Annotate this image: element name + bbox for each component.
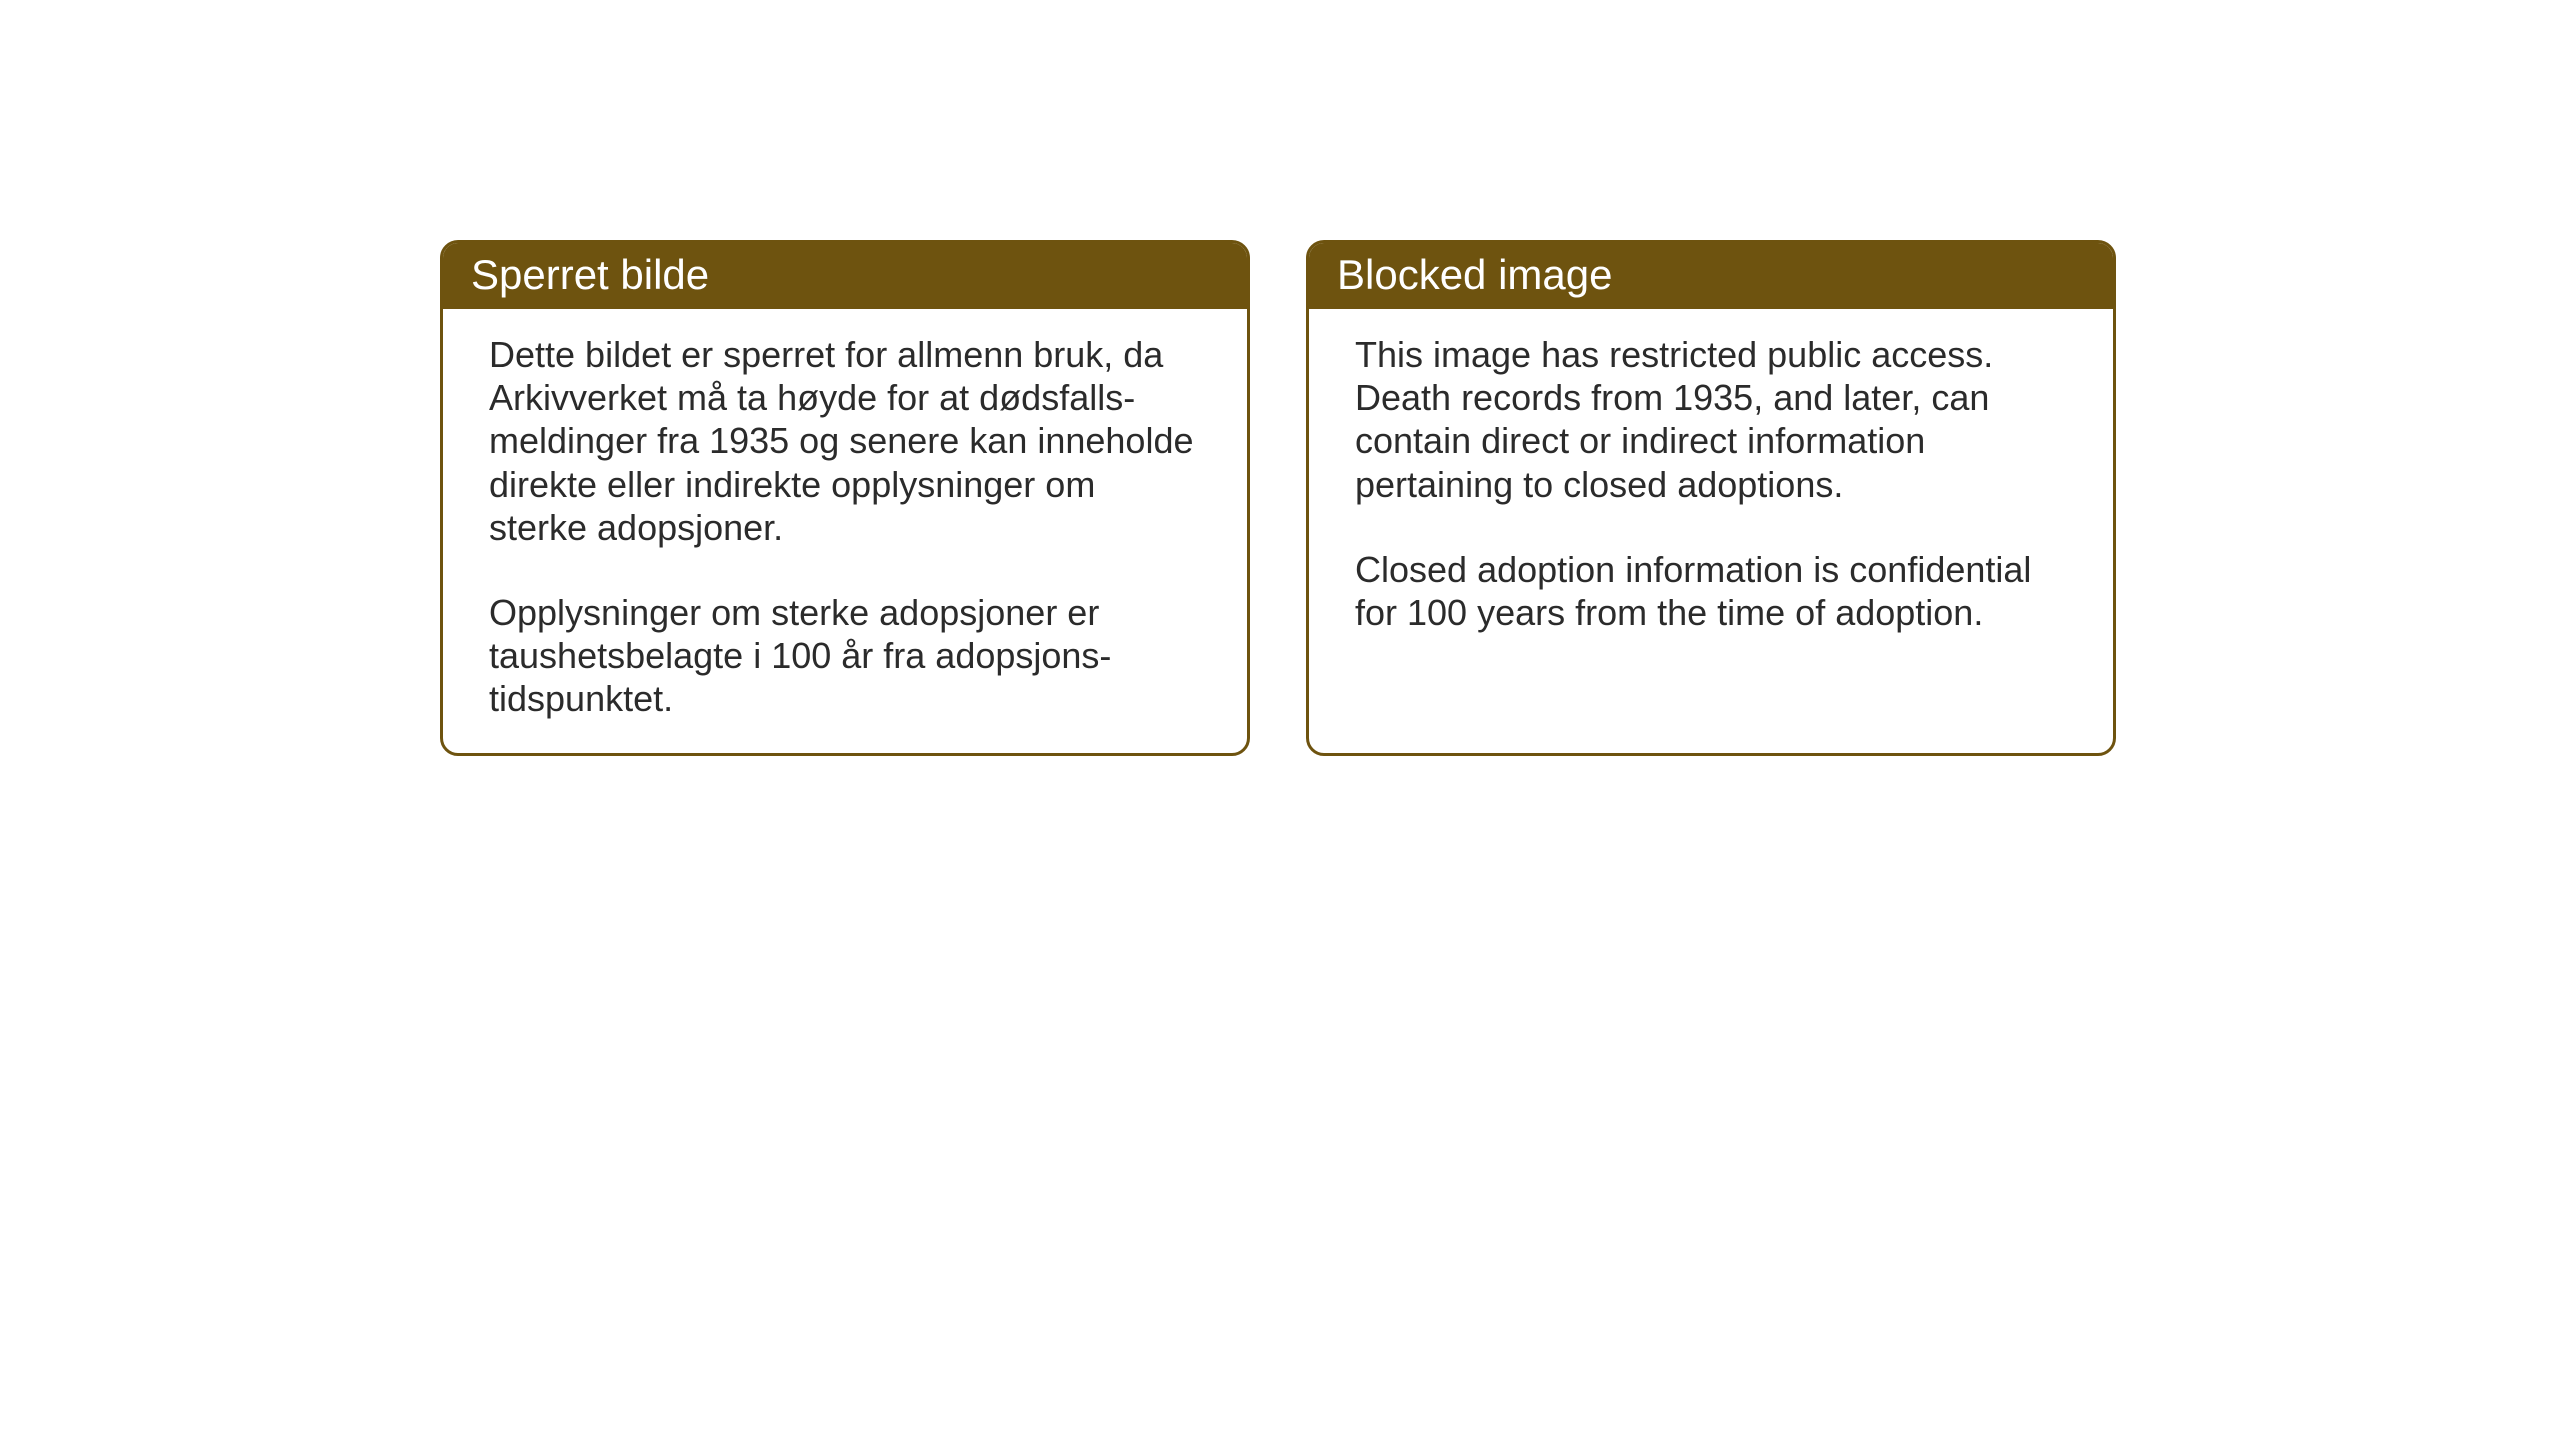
- notice-cards-container: Sperret bilde Dette bildet er sperret fo…: [440, 240, 2116, 756]
- english-notice-card: Blocked image This image has restricted …: [1306, 240, 2116, 756]
- english-paragraph-1: This image has restricted public access.…: [1355, 333, 2067, 506]
- english-card-body: This image has restricted public access.…: [1309, 309, 2113, 666]
- english-paragraph-2: Closed adoption information is confident…: [1355, 548, 2067, 634]
- norwegian-card-header: Sperret bilde: [443, 243, 1247, 309]
- norwegian-paragraph-2: Opplysninger om sterke adopsjoner er tau…: [489, 591, 1201, 721]
- english-card-header: Blocked image: [1309, 243, 2113, 309]
- norwegian-notice-card: Sperret bilde Dette bildet er sperret fo…: [440, 240, 1250, 756]
- norwegian-card-body: Dette bildet er sperret for allmenn bruk…: [443, 309, 1247, 753]
- norwegian-paragraph-1: Dette bildet er sperret for allmenn bruk…: [489, 333, 1201, 549]
